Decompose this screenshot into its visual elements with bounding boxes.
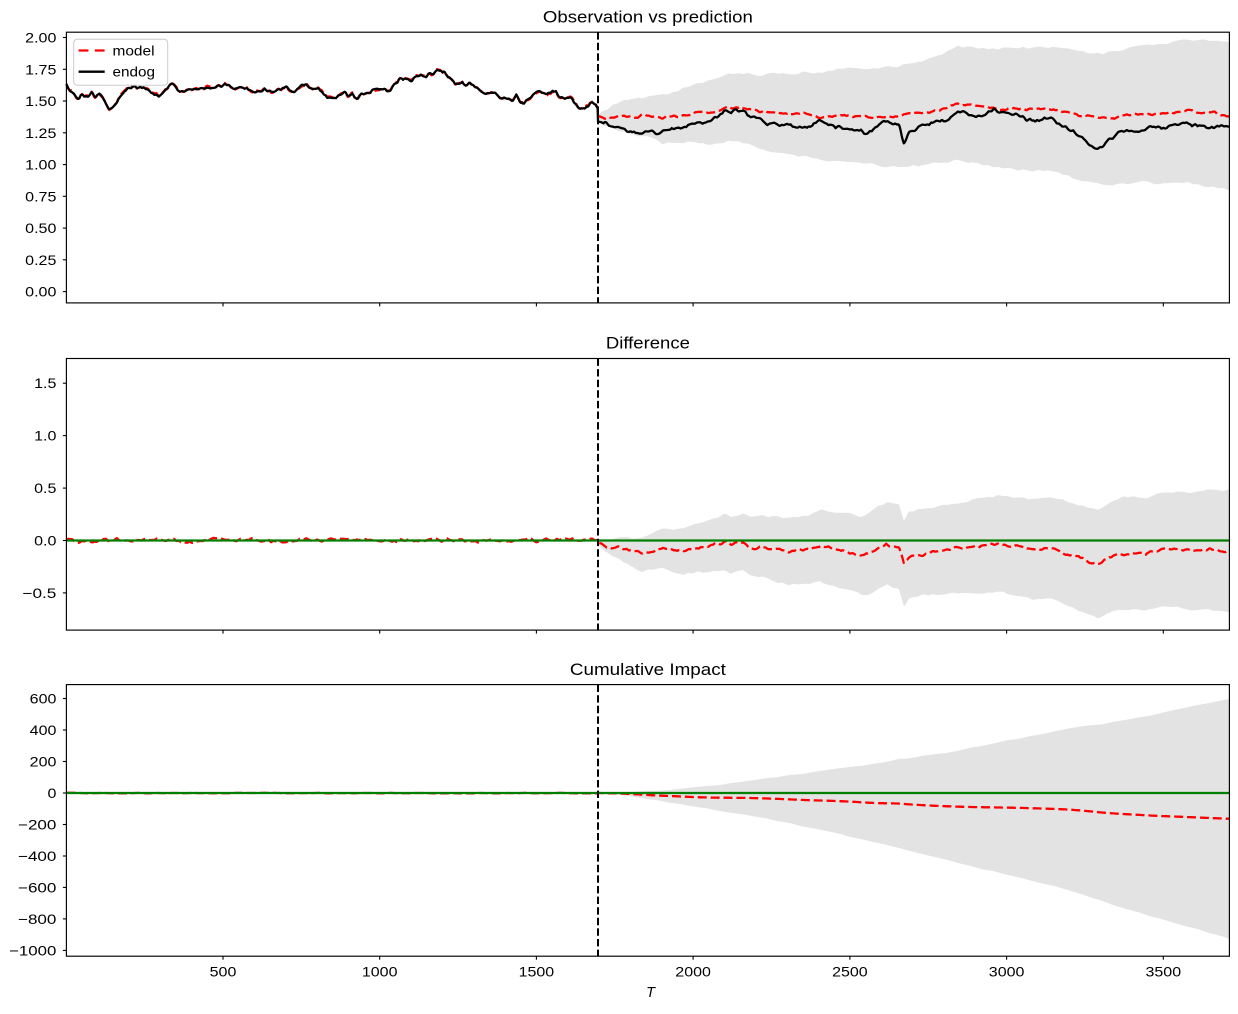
svg-text:0.50: 0.50: [25, 220, 56, 236]
svg-text:2.00: 2.00: [25, 30, 56, 46]
svg-text:0.5: 0.5: [34, 480, 57, 496]
svg-text:−200: −200: [18, 817, 57, 833]
svg-text:600: 600: [30, 691, 57, 707]
svg-text:1.25: 1.25: [25, 125, 56, 141]
svg-text:endog: endog: [113, 64, 156, 80]
svg-text:200: 200: [30, 754, 57, 770]
svg-text:Cumulative Impact: Cumulative Impact: [570, 660, 726, 679]
svg-text:1.00: 1.00: [25, 157, 56, 173]
svg-text:0.75: 0.75: [25, 188, 56, 204]
svg-text:3500: 3500: [1146, 964, 1182, 980]
svg-text:2500: 2500: [832, 964, 868, 980]
svg-text:−400: −400: [18, 848, 57, 864]
svg-text:0.00: 0.00: [25, 284, 56, 300]
svg-text:−800: −800: [18, 911, 57, 927]
svg-text:Observation vs prediction: Observation vs prediction: [543, 7, 753, 26]
svg-text:Difference: Difference: [606, 334, 690, 353]
svg-text:0.0: 0.0: [34, 533, 57, 549]
svg-text:T: T: [646, 985, 656, 1001]
svg-text:−1000: −1000: [9, 942, 57, 958]
svg-text:model: model: [113, 42, 155, 58]
svg-text:1500: 1500: [519, 964, 555, 980]
svg-text:2000: 2000: [675, 964, 711, 980]
svg-text:1.5: 1.5: [34, 375, 57, 391]
svg-text:0: 0: [48, 785, 57, 801]
svg-text:1000: 1000: [362, 964, 398, 980]
svg-text:500: 500: [210, 964, 237, 980]
svg-text:400: 400: [30, 722, 57, 738]
svg-text:0.25: 0.25: [25, 252, 56, 268]
svg-text:−600: −600: [18, 879, 57, 895]
svg-text:1.75: 1.75: [25, 61, 56, 77]
svg-text:−0.5: −0.5: [22, 585, 56, 601]
svg-text:1.50: 1.50: [25, 93, 56, 109]
svg-text:1.0: 1.0: [34, 428, 57, 444]
svg-text:3000: 3000: [989, 964, 1025, 980]
